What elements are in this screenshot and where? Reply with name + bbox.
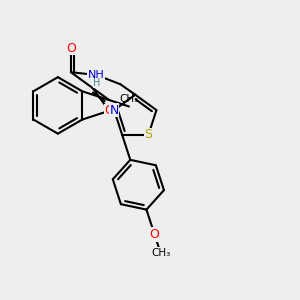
Text: N: N [110,103,119,117]
Text: CH₃: CH₃ [119,94,139,104]
Text: NH: NH [88,70,105,80]
Text: CH₃: CH₃ [151,248,170,258]
Text: H: H [93,78,100,88]
Text: O: O [104,104,114,117]
Text: O: O [150,228,160,241]
Text: S: S [144,128,152,142]
Text: O: O [66,42,76,55]
